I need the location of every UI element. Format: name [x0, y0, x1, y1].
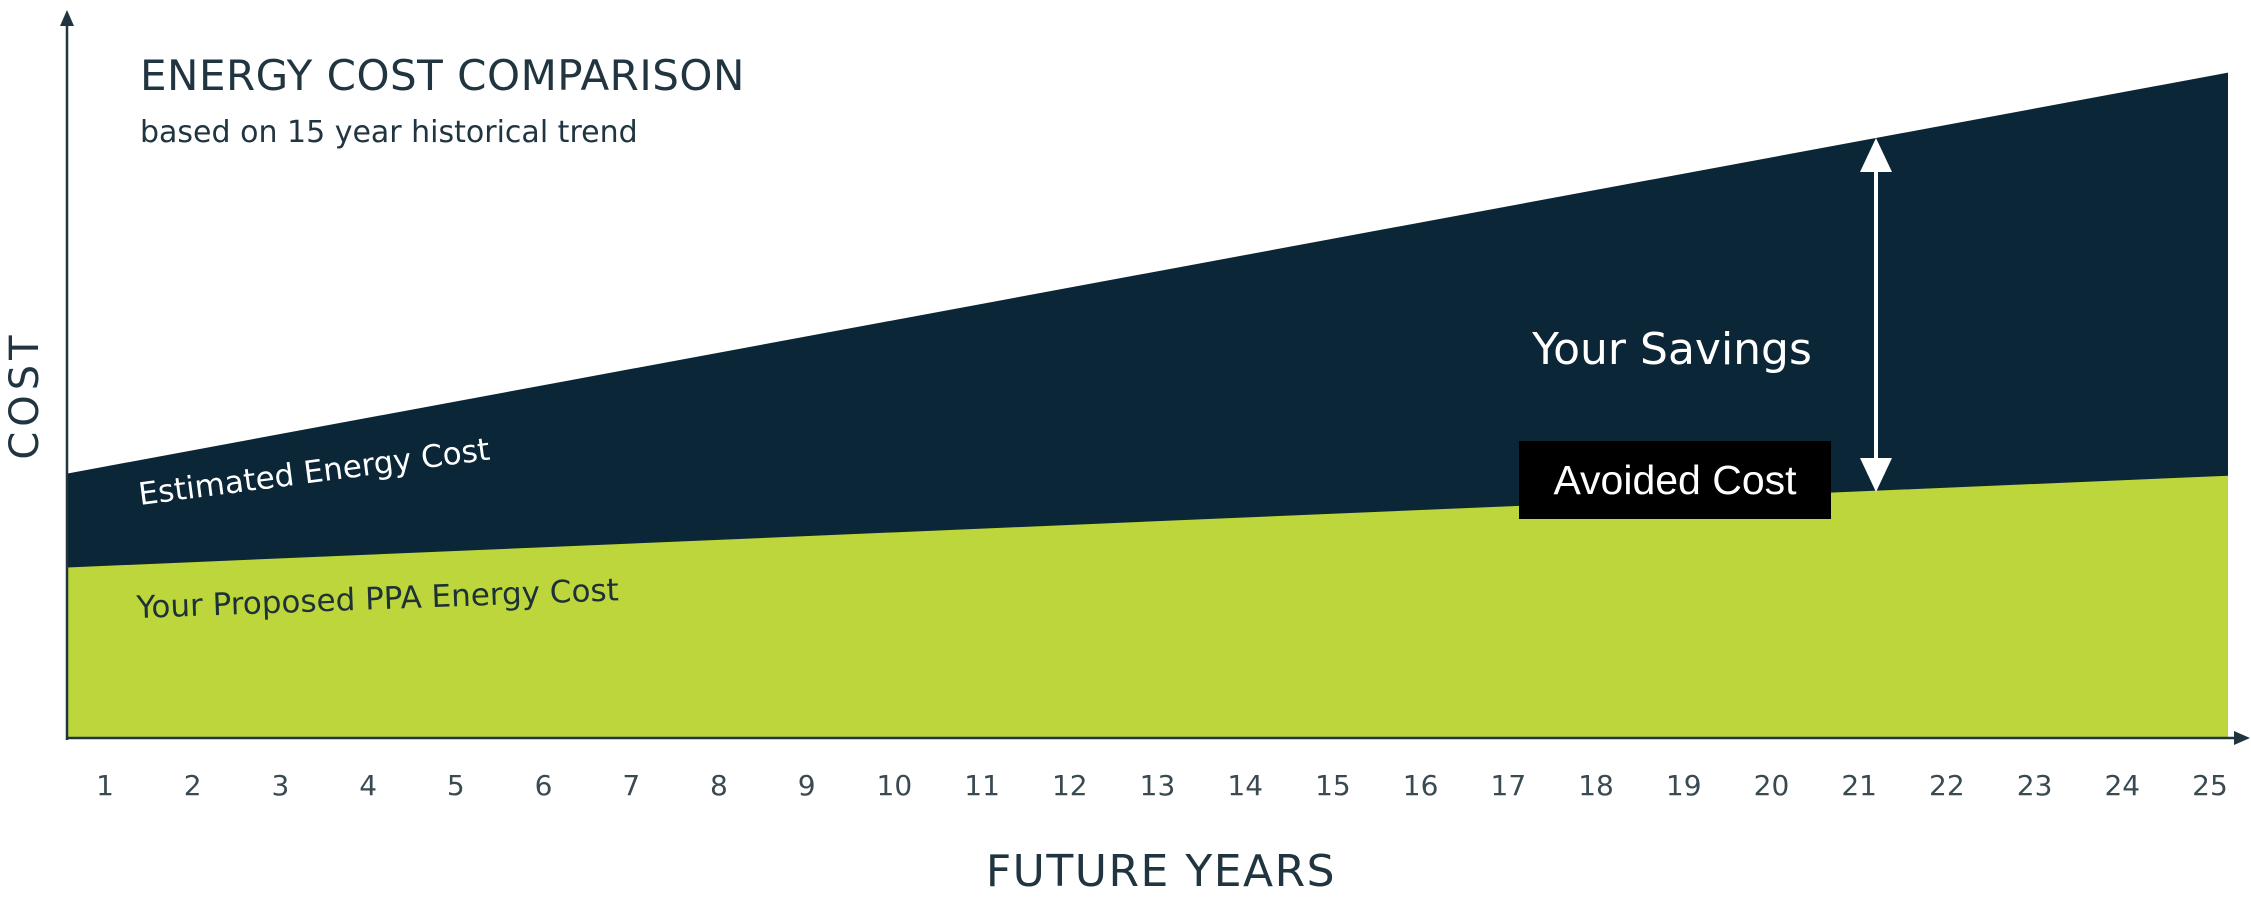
x-tick-label: 18: [1578, 769, 1614, 802]
arrow-down-icon: [1860, 458, 1892, 492]
x-tick-label: 3: [272, 769, 290, 802]
x-tick-label: 1: [96, 769, 114, 802]
x-tick-label: 8: [710, 769, 728, 802]
x-tick-label: 24: [2104, 769, 2140, 802]
x-tick-label: 19: [1666, 769, 1702, 802]
y-axis-arrow-icon: [60, 10, 74, 26]
x-tick-label: 21: [1841, 769, 1877, 802]
x-tick-label: 4: [359, 769, 377, 802]
x-tick-label: 7: [622, 769, 640, 802]
chart-areas: [67, 72, 2228, 738]
x-tick-label: 16: [1403, 769, 1439, 802]
x-tick-label: 11: [964, 769, 1000, 802]
x-tick-label: 23: [2017, 769, 2053, 802]
arrow-up-icon: [1860, 138, 1892, 172]
x-tick-label: 13: [1140, 769, 1176, 802]
x-tick-label: 14: [1227, 769, 1263, 802]
x-tick-label: 25: [2192, 769, 2228, 802]
area-ppa-energy-cost: [67, 475, 2228, 738]
savings-arrow: [1860, 138, 1892, 492]
savings-label: Your Savings: [1531, 324, 1812, 375]
x-tick-label: 10: [877, 769, 913, 802]
x-tick-label: 9: [798, 769, 816, 802]
x-axis-label: FUTURE YEARS: [986, 846, 1336, 897]
x-axis-arrow-icon: [2234, 731, 2250, 745]
chart-title: ENERGY COST COMPARISON: [140, 51, 745, 100]
x-tick-label: 2: [184, 769, 202, 802]
avoided-cost-label: Avoided Cost: [1553, 457, 1797, 503]
chart-subtitle: based on 15 year historical trend: [140, 115, 638, 150]
avoided-cost-callout: [1519, 441, 1831, 519]
x-tick-label: 22: [1929, 769, 1965, 802]
x-tick-label: 15: [1315, 769, 1351, 802]
x-axis-ticks: 1 2 3 4 5 6 7 8 9 10 11 12 13 14 15 16 17 18 19 20 21 22 23 24 2…: [96, 769, 2228, 802]
x-tick-label: 5: [447, 769, 465, 802]
y-axis-label: COST: [2, 330, 48, 459]
x-tick-label: 12: [1052, 769, 1088, 802]
x-tick-label: 6: [535, 769, 553, 802]
x-tick-label: 20: [1754, 769, 1790, 802]
x-tick-label: 17: [1491, 769, 1527, 802]
